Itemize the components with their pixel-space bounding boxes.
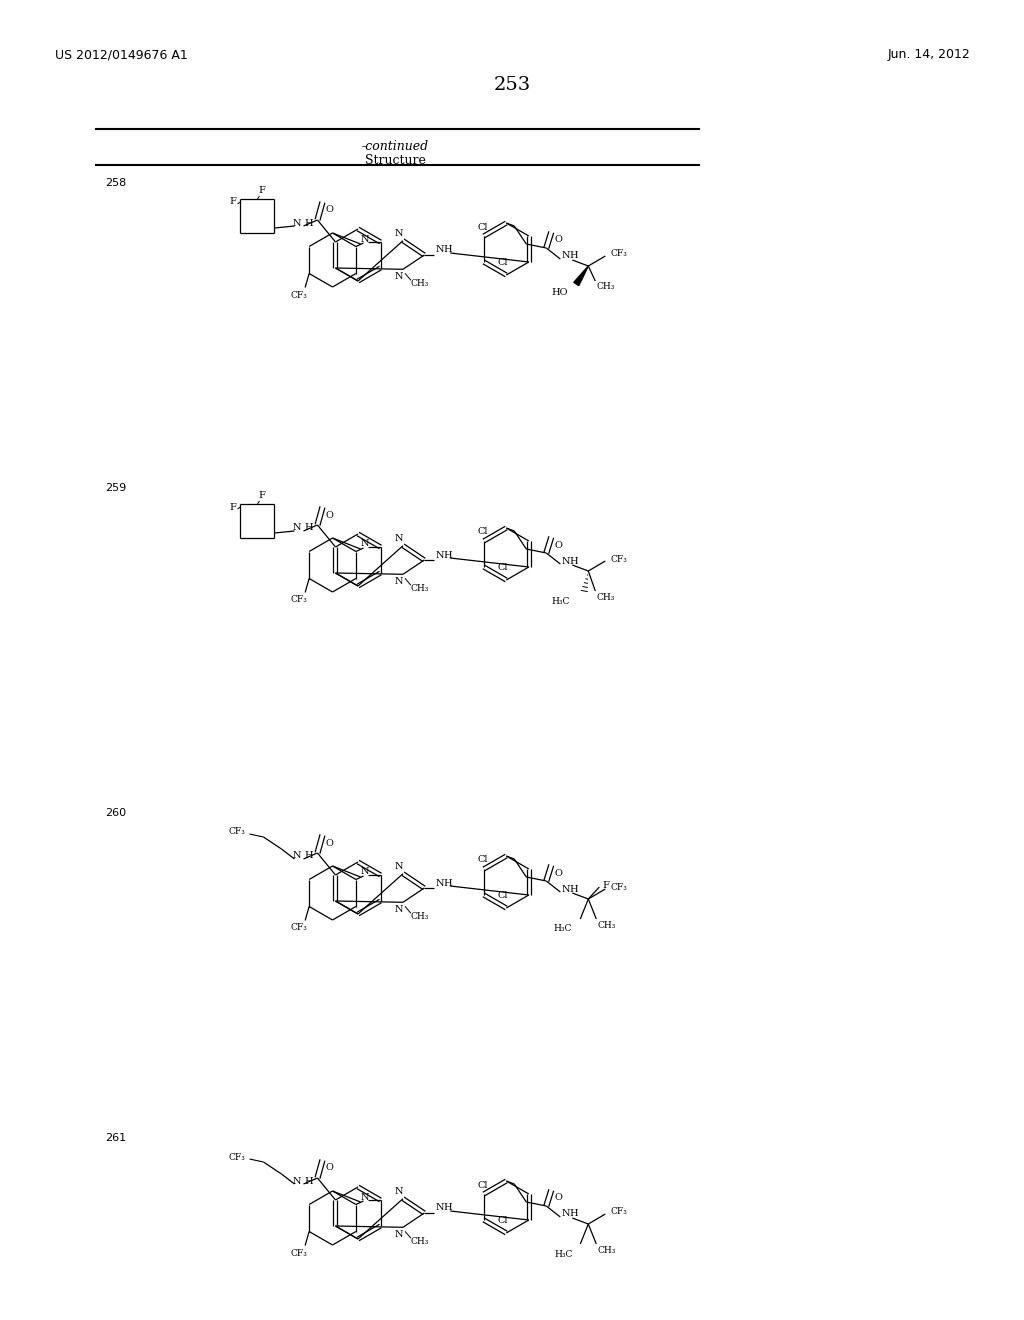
Text: Cl: Cl (497, 1216, 508, 1225)
Text: O: O (326, 511, 334, 520)
Text: H: H (569, 884, 578, 894)
Text: Cl: Cl (478, 1180, 488, 1189)
Text: CF₃: CF₃ (291, 290, 307, 300)
Text: N: N (360, 235, 369, 243)
Text: Jun. 14, 2012: Jun. 14, 2012 (887, 48, 970, 61)
Text: CF₃: CF₃ (291, 1249, 307, 1258)
Text: N: N (561, 884, 569, 894)
Text: 259: 259 (105, 483, 126, 492)
Text: H: H (569, 1209, 578, 1218)
Text: CH₃: CH₃ (596, 593, 614, 602)
Text: H: H (443, 1204, 452, 1213)
Text: CH₃: CH₃ (411, 1237, 429, 1246)
Text: CF₃: CF₃ (610, 249, 627, 259)
Text: H: H (443, 246, 452, 255)
Text: N: N (292, 219, 301, 227)
Text: N: N (394, 533, 403, 543)
Text: Cl: Cl (497, 891, 508, 900)
Text: N: N (292, 851, 301, 861)
Text: N: N (394, 862, 403, 871)
Text: F: F (229, 198, 237, 206)
Text: N: N (435, 879, 443, 887)
Text: O: O (554, 540, 562, 549)
Text: CF₃: CF₃ (610, 1208, 627, 1217)
Polygon shape (573, 267, 589, 285)
Text: F: F (229, 503, 237, 511)
Text: N: N (394, 228, 403, 238)
Text: HO: HO (552, 288, 568, 297)
Text: N: N (561, 1209, 569, 1218)
Text: CF₃: CF₃ (610, 554, 627, 564)
Text: 260: 260 (105, 808, 126, 818)
Text: CF₃: CF₃ (610, 883, 627, 891)
Text: N: N (394, 577, 403, 586)
Text: N: N (435, 246, 443, 255)
Text: Cl: Cl (478, 223, 488, 231)
Text: N: N (360, 1192, 369, 1201)
Text: N: N (394, 1187, 403, 1196)
Text: 253: 253 (494, 77, 530, 94)
Text: O: O (326, 838, 334, 847)
Text: N: N (435, 550, 443, 560)
Text: H: H (304, 1176, 313, 1185)
Text: CH₃: CH₃ (411, 585, 429, 593)
Text: N: N (292, 524, 301, 532)
Text: N: N (394, 1230, 403, 1239)
Text: CH₃: CH₃ (411, 280, 429, 288)
Text: US 2012/0149676 A1: US 2012/0149676 A1 (55, 48, 187, 61)
Text: H₃C: H₃C (554, 924, 572, 933)
Text: N: N (394, 906, 403, 915)
Text: H: H (304, 524, 313, 532)
Text: F: F (258, 491, 265, 500)
Text: Structure: Structure (365, 154, 425, 168)
Text: CF₃: CF₃ (228, 828, 246, 837)
Text: F: F (258, 186, 265, 195)
Text: N: N (435, 1204, 443, 1213)
Text: H: H (304, 851, 313, 861)
Text: O: O (554, 869, 562, 878)
Text: H: H (569, 252, 578, 260)
Text: N: N (561, 557, 569, 565)
Text: O: O (554, 1193, 562, 1203)
Text: N: N (292, 1176, 301, 1185)
Text: H₃C: H₃C (555, 1250, 573, 1259)
Text: H: H (304, 219, 313, 227)
Text: N: N (360, 540, 369, 549)
Text: H: H (443, 550, 452, 560)
Text: CF₃: CF₃ (291, 924, 307, 932)
Text: O: O (326, 1163, 334, 1172)
Text: CF₃: CF₃ (291, 595, 307, 605)
Text: Cl: Cl (478, 528, 488, 536)
Text: H: H (569, 557, 578, 565)
Text: CH₃: CH₃ (596, 282, 614, 290)
Text: CH₃: CH₃ (597, 1246, 615, 1255)
Text: CF₃: CF₃ (228, 1152, 246, 1162)
Text: CH₃: CH₃ (411, 912, 429, 921)
Text: N: N (394, 272, 403, 281)
Text: Cl: Cl (497, 257, 508, 267)
Text: Cl: Cl (497, 564, 508, 572)
Text: -continued: -continued (361, 140, 429, 153)
Text: H₃C: H₃C (552, 597, 570, 606)
Text: O: O (326, 206, 334, 214)
Text: F: F (602, 880, 609, 890)
Text: N: N (561, 252, 569, 260)
Text: CH₃: CH₃ (597, 921, 615, 931)
Text: Cl: Cl (478, 855, 488, 865)
Text: N: N (360, 867, 369, 876)
Text: H: H (443, 879, 452, 887)
Text: 261: 261 (105, 1133, 126, 1143)
Text: 258: 258 (105, 178, 126, 187)
Text: O: O (554, 235, 562, 244)
